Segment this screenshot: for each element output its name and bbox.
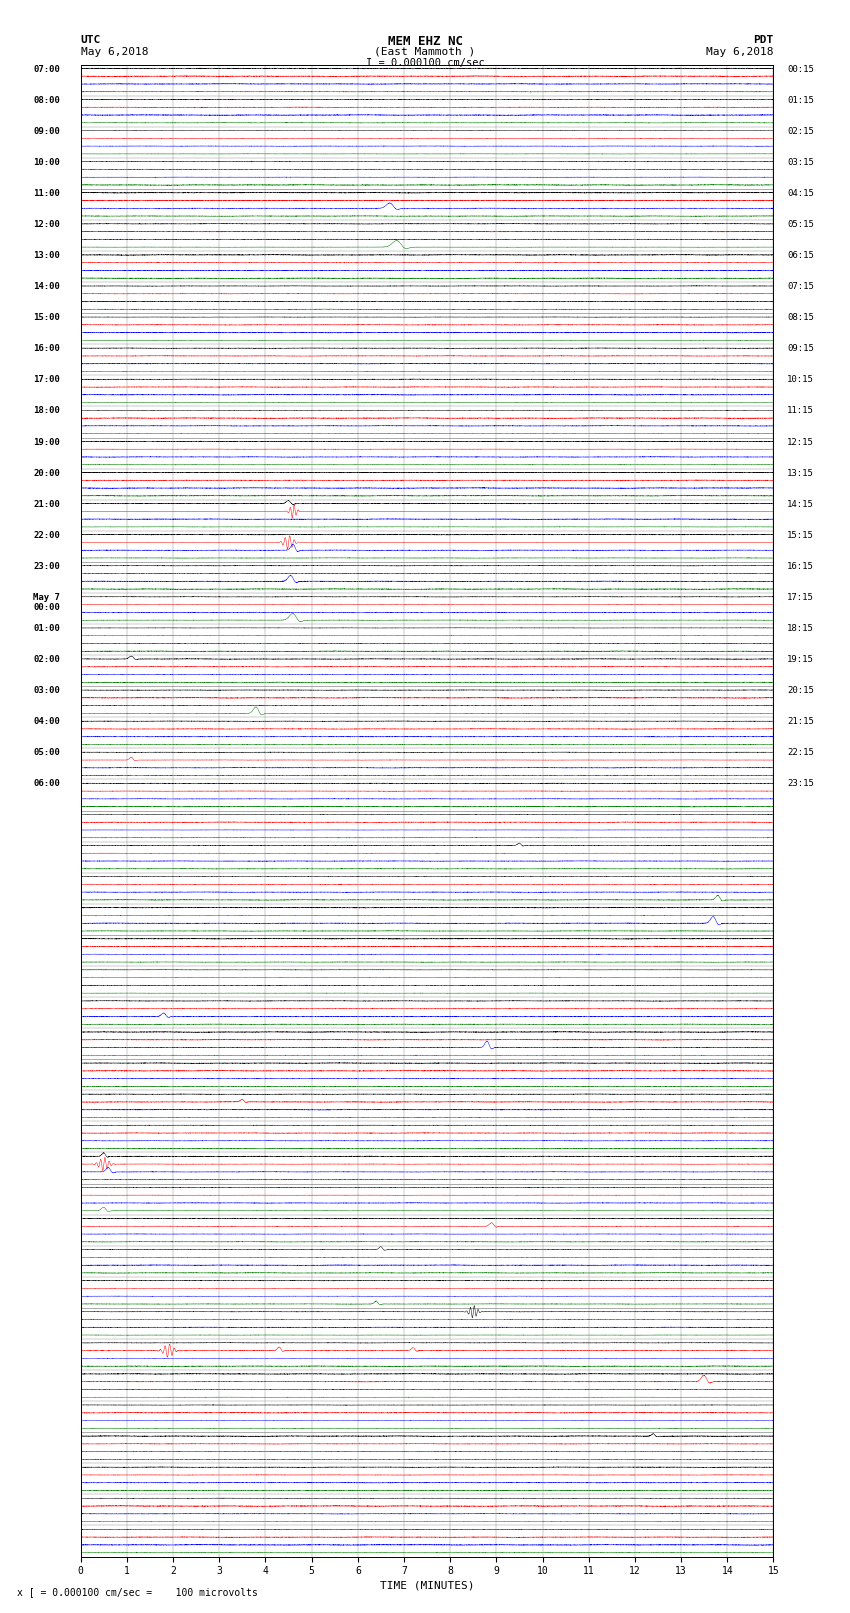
Text: 02:15: 02:15 xyxy=(787,127,814,135)
Text: May 6,2018: May 6,2018 xyxy=(81,47,148,56)
Text: 05:15: 05:15 xyxy=(787,219,814,229)
Text: 22:00: 22:00 xyxy=(33,531,60,540)
Text: 19:00: 19:00 xyxy=(33,437,60,447)
Text: 03:15: 03:15 xyxy=(787,158,814,166)
Text: I = 0.000100 cm/sec: I = 0.000100 cm/sec xyxy=(366,58,484,68)
Text: 09:00: 09:00 xyxy=(33,127,60,135)
Text: 06:15: 06:15 xyxy=(787,252,814,260)
Text: 12:00: 12:00 xyxy=(33,219,60,229)
Text: 04:00: 04:00 xyxy=(33,718,60,726)
Text: 06:00: 06:00 xyxy=(33,779,60,789)
Text: 11:00: 11:00 xyxy=(33,189,60,198)
Text: 15:00: 15:00 xyxy=(33,313,60,323)
Text: UTC: UTC xyxy=(81,35,101,45)
Text: 12:15: 12:15 xyxy=(787,437,814,447)
Text: May 6,2018: May 6,2018 xyxy=(706,47,774,56)
Text: 07:15: 07:15 xyxy=(787,282,814,290)
Text: (East Mammoth ): (East Mammoth ) xyxy=(374,47,476,56)
Text: 19:15: 19:15 xyxy=(787,655,814,665)
Text: 08:15: 08:15 xyxy=(787,313,814,323)
Text: 09:15: 09:15 xyxy=(787,344,814,353)
Text: 17:00: 17:00 xyxy=(33,376,60,384)
Text: 07:00: 07:00 xyxy=(33,65,60,74)
Text: 22:15: 22:15 xyxy=(787,748,814,758)
Text: 10:00: 10:00 xyxy=(33,158,60,166)
Text: 23:00: 23:00 xyxy=(33,561,60,571)
Text: 01:15: 01:15 xyxy=(787,95,814,105)
Text: 00:15: 00:15 xyxy=(787,65,814,74)
Text: 01:00: 01:00 xyxy=(33,624,60,632)
Text: 17:15: 17:15 xyxy=(787,594,814,602)
Text: 02:00: 02:00 xyxy=(33,655,60,665)
Text: 23:15: 23:15 xyxy=(787,779,814,789)
Text: 14:15: 14:15 xyxy=(787,500,814,508)
Text: 03:00: 03:00 xyxy=(33,686,60,695)
Text: 08:00: 08:00 xyxy=(33,95,60,105)
Text: 20:15: 20:15 xyxy=(787,686,814,695)
Text: 04:15: 04:15 xyxy=(787,189,814,198)
Text: 21:00: 21:00 xyxy=(33,500,60,508)
Text: MEM EHZ NC: MEM EHZ NC xyxy=(388,35,462,48)
Text: 05:00: 05:00 xyxy=(33,748,60,758)
Text: 10:15: 10:15 xyxy=(787,376,814,384)
Text: 13:15: 13:15 xyxy=(787,469,814,477)
Text: May 7
00:00: May 7 00:00 xyxy=(33,594,60,613)
Text: 16:00: 16:00 xyxy=(33,344,60,353)
Text: PDT: PDT xyxy=(753,35,774,45)
Text: 15:15: 15:15 xyxy=(787,531,814,540)
Text: 18:00: 18:00 xyxy=(33,406,60,416)
Text: 14:00: 14:00 xyxy=(33,282,60,290)
Text: 16:15: 16:15 xyxy=(787,561,814,571)
Text: x [ = 0.000100 cm/sec =    100 microvolts: x [ = 0.000100 cm/sec = 100 microvolts xyxy=(17,1587,258,1597)
X-axis label: TIME (MINUTES): TIME (MINUTES) xyxy=(380,1581,474,1590)
Text: 20:00: 20:00 xyxy=(33,469,60,477)
Text: 13:00: 13:00 xyxy=(33,252,60,260)
Text: 21:15: 21:15 xyxy=(787,718,814,726)
Text: 11:15: 11:15 xyxy=(787,406,814,416)
Text: 18:15: 18:15 xyxy=(787,624,814,632)
